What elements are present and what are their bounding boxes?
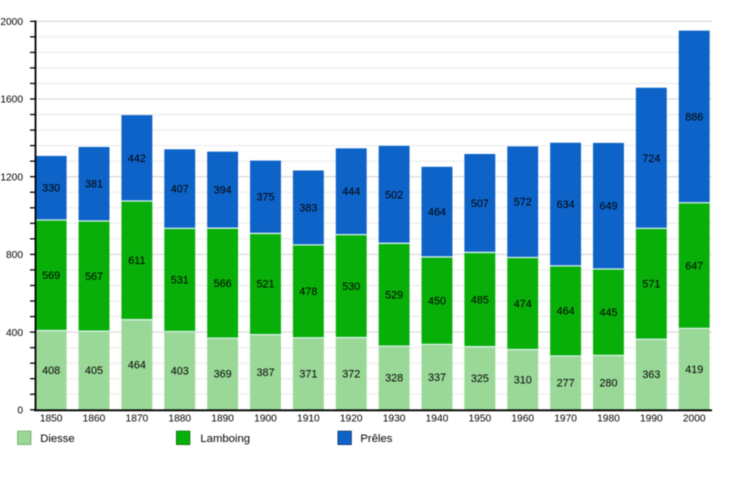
svg-text:Prêles: Prêles: [360, 433, 392, 445]
svg-text:1600: 1600: [0, 95, 23, 106]
svg-text:280: 280: [599, 377, 617, 389]
svg-text:530: 530: [342, 281, 360, 293]
svg-text:1920: 1920: [340, 414, 363, 425]
svg-text:1910: 1910: [297, 414, 320, 425]
svg-text:277: 277: [557, 378, 575, 390]
svg-text:337: 337: [428, 372, 446, 384]
svg-text:724: 724: [642, 153, 660, 165]
svg-text:1990: 1990: [640, 414, 663, 425]
svg-text:566: 566: [214, 278, 232, 290]
svg-text:325: 325: [471, 373, 489, 385]
svg-text:371: 371: [299, 368, 317, 380]
svg-text:2000: 2000: [683, 414, 706, 425]
svg-text:1850: 1850: [40, 414, 63, 425]
svg-text:408: 408: [42, 365, 60, 377]
svg-text:1980: 1980: [597, 414, 620, 425]
svg-text:1960: 1960: [511, 414, 534, 425]
svg-text:464: 464: [428, 207, 446, 219]
svg-text:478: 478: [299, 286, 317, 298]
svg-text:363: 363: [642, 369, 660, 381]
svg-text:400: 400: [6, 328, 23, 339]
svg-text:647: 647: [685, 260, 703, 272]
svg-text:1950: 1950: [469, 414, 492, 425]
svg-text:450: 450: [428, 295, 446, 307]
svg-text:569: 569: [42, 270, 60, 282]
svg-text:405: 405: [85, 365, 103, 377]
svg-text:1930: 1930: [383, 414, 406, 425]
svg-text:502: 502: [385, 189, 403, 201]
svg-text:381: 381: [85, 179, 103, 191]
svg-text:464: 464: [128, 359, 146, 371]
svg-text:507: 507: [471, 198, 489, 210]
svg-text:474: 474: [514, 298, 532, 310]
svg-text:649: 649: [599, 201, 617, 213]
svg-text:442: 442: [128, 153, 146, 165]
svg-text:1900: 1900: [254, 414, 277, 425]
svg-text:572: 572: [514, 197, 532, 209]
svg-text:369: 369: [214, 369, 232, 381]
svg-text:328: 328: [385, 373, 403, 385]
svg-text:Lamboing: Lamboing: [200, 433, 250, 445]
svg-text:330: 330: [42, 183, 60, 195]
svg-text:1860: 1860: [83, 414, 106, 425]
svg-text:375: 375: [256, 192, 274, 204]
svg-text:485: 485: [471, 294, 489, 306]
svg-text:310: 310: [514, 374, 532, 386]
svg-text:1200: 1200: [0, 172, 23, 183]
svg-text:445: 445: [599, 307, 617, 319]
svg-text:1970: 1970: [554, 414, 577, 425]
svg-text:403: 403: [171, 365, 189, 377]
svg-text:611: 611: [128, 255, 145, 267]
svg-text:464: 464: [557, 306, 575, 318]
svg-text:2000: 2000: [0, 17, 23, 28]
svg-text:567: 567: [85, 271, 103, 283]
svg-text:1890: 1890: [211, 414, 234, 425]
svg-text:1870: 1870: [126, 414, 149, 425]
svg-text:407: 407: [171, 184, 189, 196]
svg-text:444: 444: [342, 186, 360, 198]
svg-text:521: 521: [256, 279, 274, 291]
svg-text:886: 886: [685, 111, 703, 123]
svg-text:634: 634: [557, 199, 575, 211]
svg-text:0: 0: [17, 406, 23, 417]
svg-text:419: 419: [685, 364, 703, 376]
svg-text:1940: 1940: [426, 414, 449, 425]
svg-text:394: 394: [214, 185, 232, 197]
svg-text:372: 372: [342, 368, 360, 380]
svg-text:529: 529: [385, 289, 403, 301]
svg-text:Diesse: Diesse: [40, 433, 75, 445]
svg-text:1880: 1880: [168, 414, 191, 425]
svg-text:531: 531: [171, 275, 189, 287]
svg-text:383: 383: [299, 202, 317, 214]
svg-text:571: 571: [642, 279, 660, 291]
svg-text:800: 800: [6, 250, 23, 261]
svg-text:387: 387: [256, 367, 274, 379]
